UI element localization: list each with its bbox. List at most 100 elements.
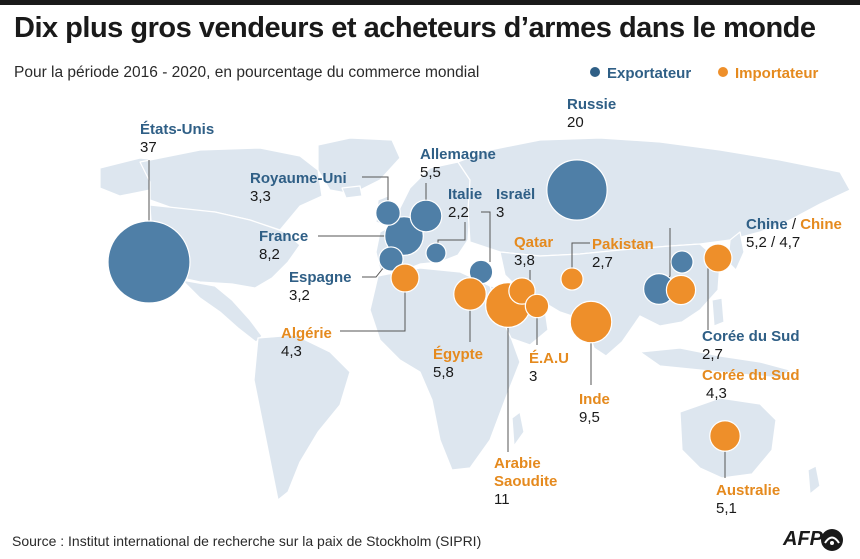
country-value: 3 <box>496 204 505 221</box>
label-pakistan: Pakistan 2,7 <box>592 236 654 272</box>
bubble-exporter-allemagne <box>409 199 443 233</box>
bubble-exporter-etats-unis <box>107 220 191 304</box>
country-name: Arabie Saoudite <box>494 455 558 490</box>
country-value: 11 <box>494 491 510 508</box>
bubble-importer-inde <box>569 300 613 344</box>
bubble-exporter-italie <box>425 242 447 264</box>
bubble-importer-e-a-u <box>524 293 550 319</box>
bubble-exporter-espagne <box>378 246 404 272</box>
china-separator: / <box>791 216 797 233</box>
africa-land <box>369 267 521 471</box>
country-name: Pakistan <box>592 236 654 253</box>
south-america-land <box>253 334 351 501</box>
legend-importer-label: Importateur <box>735 65 819 82</box>
central-america-land <box>181 279 263 343</box>
bubble-importer-chine <box>665 274 697 306</box>
country-value: 3,3 <box>250 188 271 205</box>
country-name: Qatar <box>514 234 554 251</box>
label-algerie: Algérie 4,3 <box>281 325 332 361</box>
country-name: Italie <box>448 186 483 203</box>
legend-importer: Importateur <box>718 65 818 82</box>
leader-algerie <box>340 287 406 332</box>
bubble-importer-australie <box>709 420 741 452</box>
label-qatar: Qatar 3,8 <box>514 234 553 270</box>
country-value: 4,3 <box>281 343 302 360</box>
country-name: Espagne <box>289 269 352 286</box>
indonesia-land <box>639 347 791 379</box>
page-title: Dix plus gros vendeurs et acheteurs d’ar… <box>14 12 816 44</box>
country-value: 37 <box>140 139 157 156</box>
label-etats-unis: États-Unis 37 <box>140 121 214 157</box>
iceland-land <box>341 185 363 199</box>
country-name: Corée du Sud <box>702 328 800 345</box>
land-masses <box>99 137 851 501</box>
label-russie: Russie 20 <box>567 96 616 132</box>
label-inde: Inde 9,5 <box>579 391 610 427</box>
label-arabie-saoudite: Arabie Saoudite 11 <box>494 455 574 509</box>
country-value: 5,8 <box>433 364 454 381</box>
madagascar-land <box>511 411 525 447</box>
country-value: 9,5 <box>579 409 600 426</box>
label-france: France 8,2 <box>259 228 308 264</box>
philippines-land <box>711 297 725 327</box>
bubble-exporter-royaume-uni <box>375 200 401 226</box>
legend-exporter: Exportateur <box>590 65 691 82</box>
country-name: Russie <box>567 96 617 113</box>
bubble-importer-algerie <box>390 263 420 293</box>
country-value: 3 <box>529 368 538 385</box>
china-exporter-name: Chine <box>746 216 788 233</box>
bubble-importer-egypte <box>453 277 487 311</box>
country-value: 5,2 / 4,7 <box>746 234 801 251</box>
leader-pakistan <box>571 242 590 268</box>
country-value: 5,1 <box>716 500 737 517</box>
new-zealand-land <box>807 465 821 495</box>
country-name: Israël <box>496 186 536 203</box>
country-value: 8,2 <box>259 246 280 263</box>
afp-logo-text: AFP <box>783 528 823 550</box>
bubble-importer-coree-du-sud <box>703 243 733 273</box>
leader-israel <box>481 211 491 262</box>
bubbles <box>107 159 741 452</box>
country-value: 2,7 <box>592 254 613 271</box>
country-name: É.A.U <box>529 350 570 367</box>
china-importer-name: Chine <box>800 216 842 233</box>
label-coree-du-sud-importer: Corée du Sud 4,3 <box>702 367 800 403</box>
bubble-exporter-coree-du-sud <box>670 250 694 274</box>
country-name: Corée du Sud <box>702 367 800 384</box>
label-australie: Australie 5,1 <box>716 482 780 518</box>
country-name: Australie <box>716 482 781 499</box>
source-note: Source : Institut international de reche… <box>12 533 482 549</box>
label-coree-du-sud-exporter: Corée du Sud 2,7 <box>702 328 800 364</box>
label-allemagne: Allemagne 5,5 <box>420 146 496 182</box>
country-value: 4,3 <box>706 385 727 402</box>
legend-exporter-label: Exportateur <box>607 65 692 82</box>
country-name: Royaume-Uni <box>250 170 347 187</box>
country-name: Allemagne <box>420 146 496 163</box>
country-value: 5,5 <box>420 164 441 181</box>
exporter-dot-icon <box>590 67 600 77</box>
bubble-importer-pakistan <box>560 267 584 291</box>
country-value: 3,2 <box>289 287 310 304</box>
country-value: 3,8 <box>514 252 535 269</box>
leader-royaume-uni <box>362 176 389 206</box>
country-name: Inde <box>579 391 610 408</box>
label-royaume-uni: Royaume-Uni 3,3 <box>250 170 347 206</box>
country-name: France <box>259 228 309 245</box>
country-name: Chine / Chine <box>746 216 842 234</box>
label-egypte: Égypte 5,8 <box>433 346 483 382</box>
label-italie: Italie 2,2 <box>448 186 482 222</box>
country-name: États-Unis <box>140 121 215 138</box>
page-subtitle: Pour la période 2016 - 2020, en pourcent… <box>14 64 480 81</box>
afp-logo-icon <box>821 529 843 551</box>
country-value: 20 <box>567 114 584 131</box>
label-chine: Chine / Chine 5,2 / 4,7 <box>746 216 842 252</box>
label-espagne: Espagne 3,2 <box>289 269 352 305</box>
greenland-land <box>317 137 401 195</box>
importer-dot-icon <box>718 67 728 77</box>
country-value: 2,7 <box>702 346 723 363</box>
country-value: 2,2 <box>448 204 469 221</box>
label-israel: Israël 3 <box>496 186 535 222</box>
top-rule <box>0 0 860 5</box>
country-name: Algérie <box>281 325 332 342</box>
